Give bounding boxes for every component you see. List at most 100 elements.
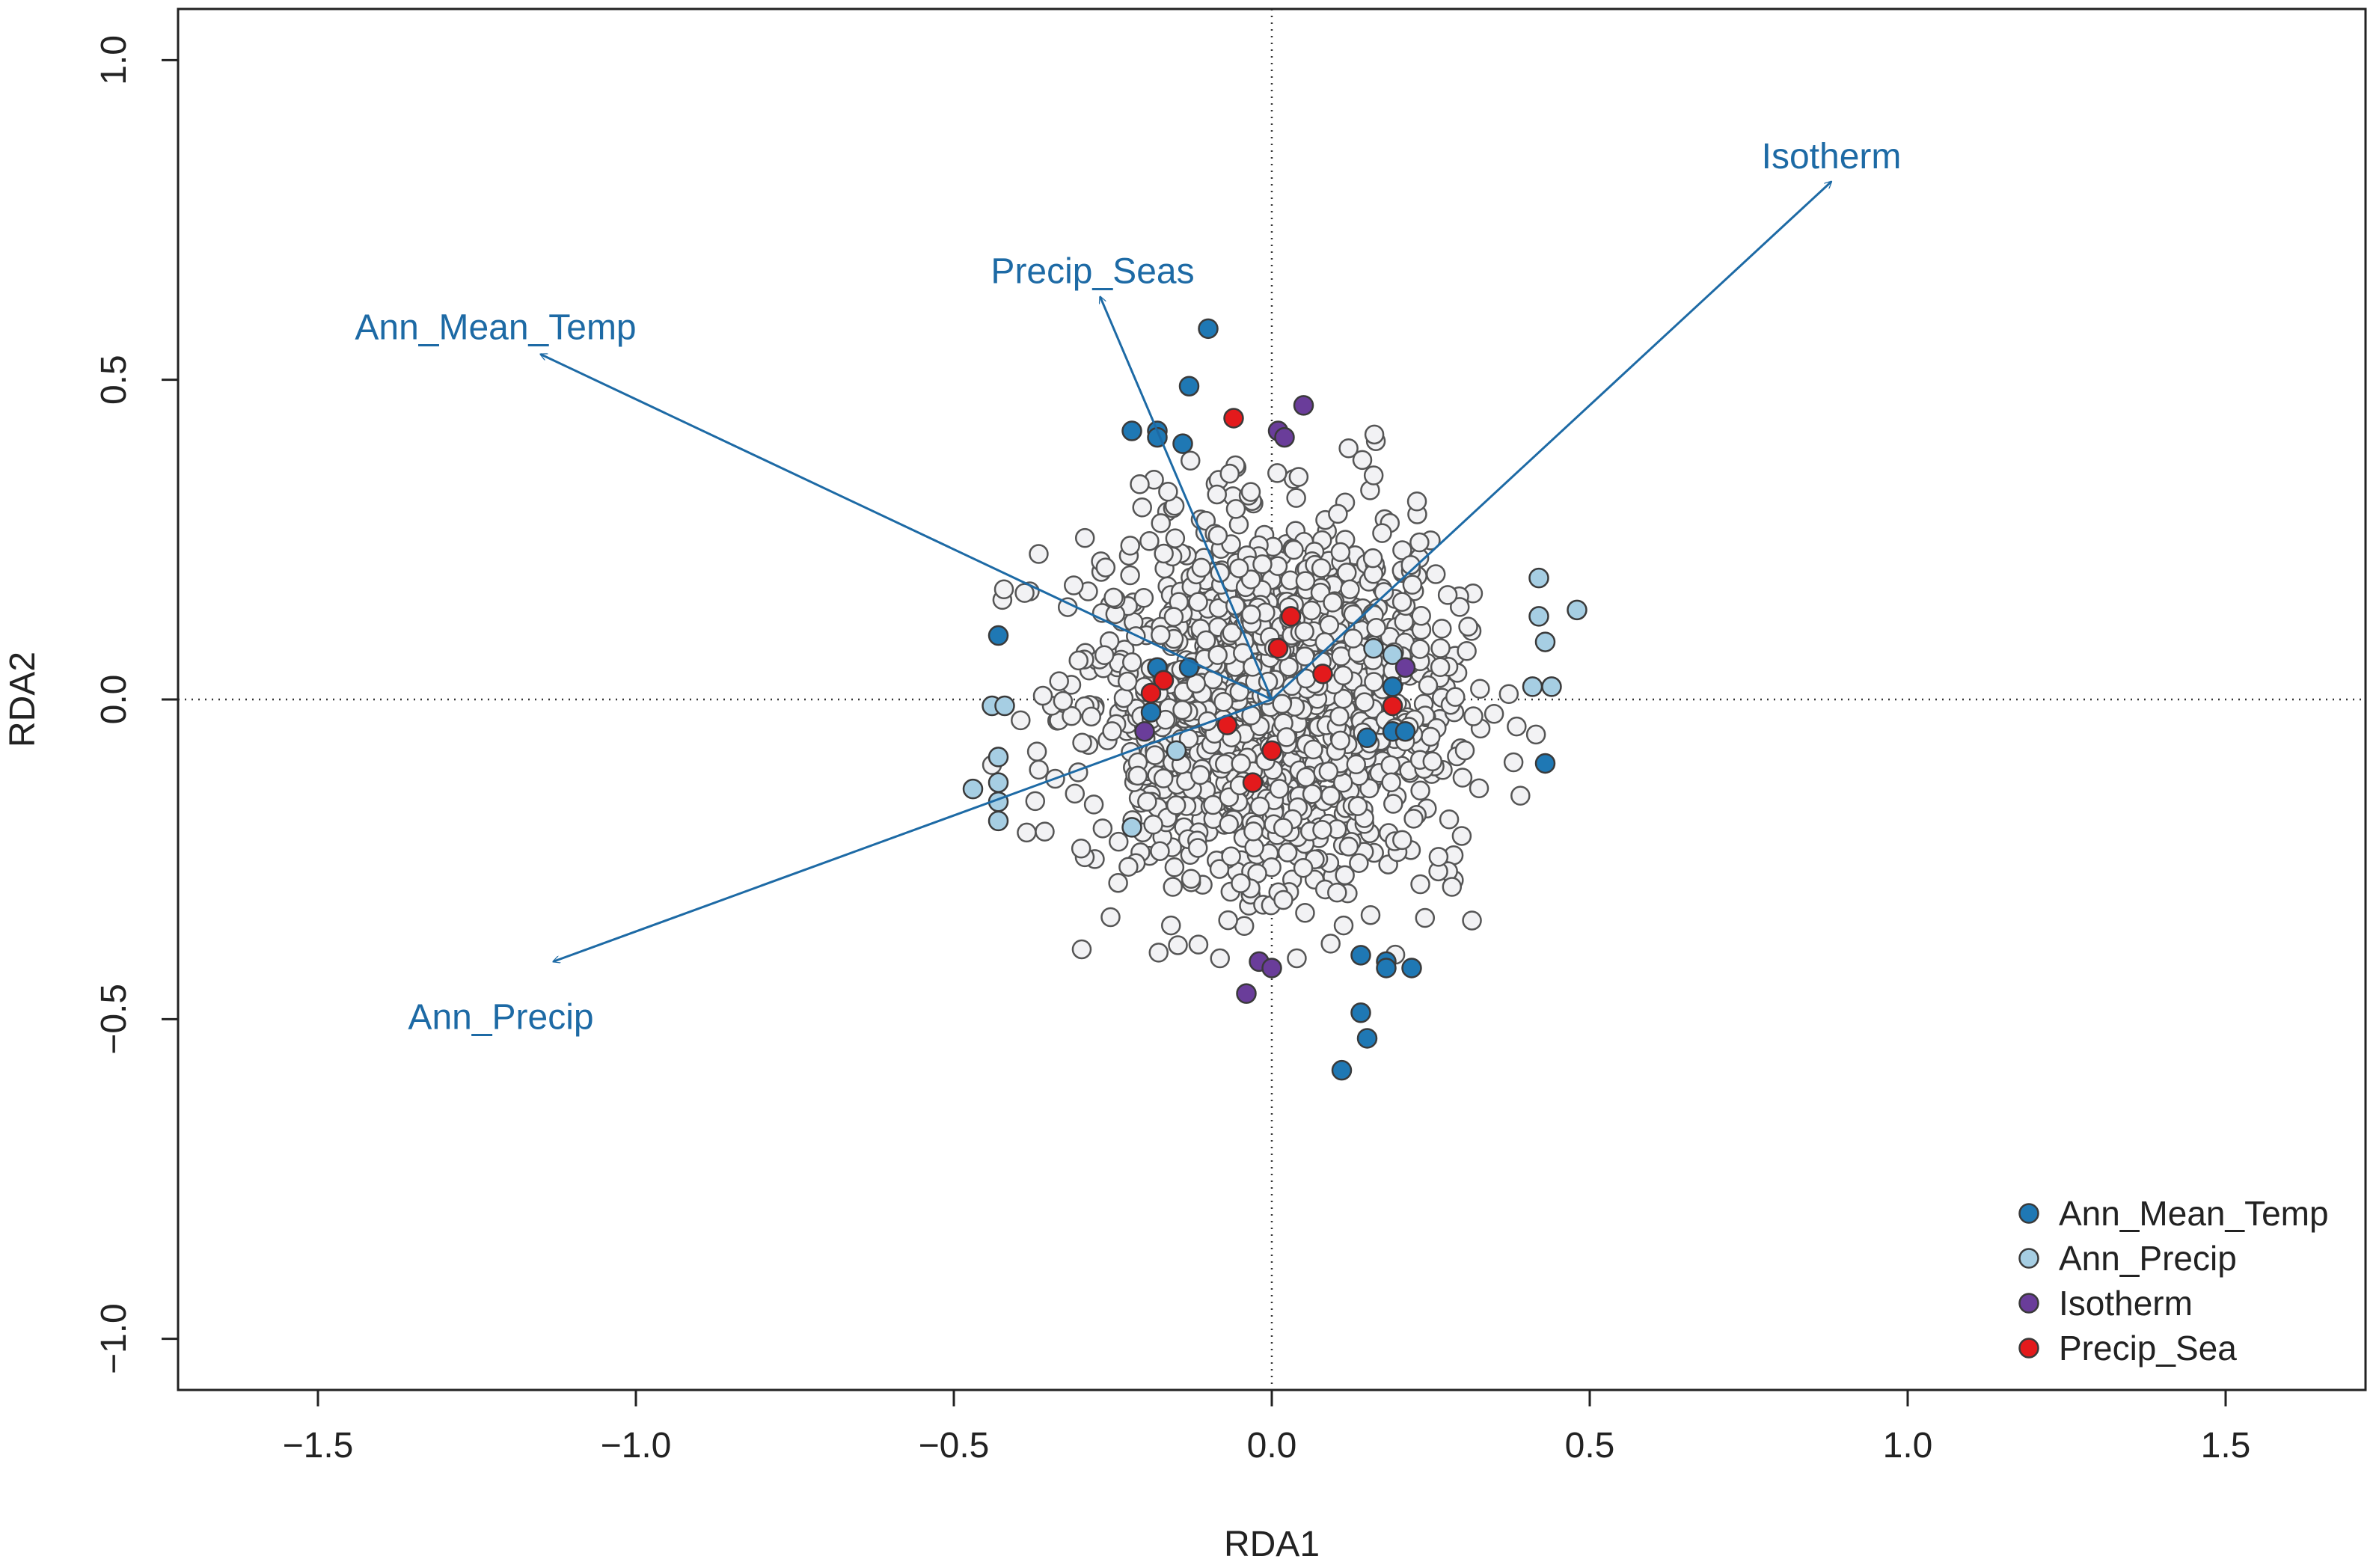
background-point: [1139, 530, 1160, 551]
background-point: [1327, 882, 1347, 903]
background-point: [1442, 877, 1463, 897]
background-point: [1269, 779, 1290, 799]
background-point: [1340, 579, 1360, 600]
background-point: [1458, 616, 1478, 637]
background-point: [1311, 558, 1332, 578]
background-point: [1241, 604, 1261, 625]
data-point: [1267, 637, 1289, 659]
background-point: [1470, 679, 1490, 699]
background-point: [1421, 726, 1441, 747]
background-point: [1333, 665, 1353, 686]
background-point: [1203, 794, 1223, 815]
data-point: [1567, 599, 1587, 621]
legend-label: Isotherm: [2059, 1284, 2193, 1323]
background-point: [1221, 846, 1241, 866]
legend-label: Ann_Mean_Temp: [2059, 1194, 2329, 1233]
data-point: [1394, 720, 1416, 742]
background-point: [1319, 615, 1340, 635]
background-point: [1301, 600, 1322, 621]
background-point: [1095, 557, 1116, 578]
background-point: [1409, 532, 1430, 553]
background-point: [1195, 630, 1216, 651]
background-point: [1133, 587, 1154, 608]
background-point: [1163, 877, 1183, 897]
background-point: [1330, 730, 1350, 751]
data-point: [1172, 433, 1193, 454]
background-point: [1288, 467, 1309, 487]
background-point: [1150, 841, 1170, 861]
background-point: [1154, 543, 1174, 564]
vector-arrow: [541, 353, 1273, 701]
x-tick-label: 0.0: [1247, 1426, 1297, 1466]
background-point: [1218, 910, 1238, 931]
legend-marker: [2018, 1248, 2039, 1269]
x-tick-label: −1.0: [601, 1426, 672, 1466]
background-point: [1410, 780, 1430, 801]
vectors: Isotherm Precip_Seas Ann_Mean_Temp Ann_Prec…: [355, 137, 1901, 1038]
background-point: [1402, 575, 1423, 595]
background-point: [1296, 767, 1316, 788]
background-point: [1273, 889, 1293, 910]
background-point: [1360, 904, 1381, 925]
background-point: [1406, 491, 1427, 512]
data-point: [1382, 695, 1403, 717]
data-point: [1356, 1028, 1378, 1049]
x-tick-label: −1.5: [283, 1426, 354, 1466]
data-point: [1223, 408, 1244, 429]
background-point: [1457, 641, 1477, 661]
background-point: [1338, 438, 1359, 459]
background-point: [1400, 554, 1421, 575]
background-point: [1343, 628, 1363, 649]
vector-label: Ann_Precip: [408, 997, 593, 1037]
background-point: [1049, 671, 1069, 691]
data-point: [1293, 395, 1314, 416]
data-point: [1153, 670, 1175, 691]
background-point: [1347, 796, 1368, 816]
data-point: [1522, 676, 1543, 697]
data-point: [1121, 420, 1142, 441]
background-point: [1510, 785, 1531, 806]
background-point: [1462, 910, 1482, 931]
background-point: [1403, 809, 1424, 829]
data-point: [1528, 606, 1549, 627]
background-point: [1503, 752, 1524, 773]
legend-label: Precip_Sea: [2059, 1329, 2237, 1368]
data-point: [1350, 945, 1371, 966]
data-point: [1121, 817, 1142, 838]
background-point: [1362, 548, 1383, 569]
data-point: [1134, 720, 1155, 742]
background-point: [1068, 650, 1089, 671]
background-point: [1381, 772, 1401, 793]
data-point: [1534, 631, 1556, 652]
background-point: [1181, 450, 1201, 471]
background-point: [1172, 699, 1192, 720]
background-point: [1143, 814, 1163, 835]
background-point: [1331, 646, 1351, 667]
background-point: [1225, 499, 1246, 519]
background-point: [1100, 907, 1121, 928]
vector-label: Ann_Mean_Temp: [355, 308, 636, 348]
background-point: [1118, 857, 1139, 877]
background-point: [1092, 818, 1113, 839]
background-point: [1181, 869, 1201, 889]
background-point: [1392, 830, 1412, 851]
background-point: [1463, 706, 1484, 726]
background-point: [1130, 474, 1150, 494]
data-point: [1166, 740, 1187, 762]
background-point: [1287, 948, 1307, 969]
y-tick-label: 0.0: [94, 675, 134, 725]
data-point: [1331, 1059, 1353, 1081]
background-point: [1303, 739, 1323, 760]
background-point: [1422, 751, 1443, 772]
background-point: [1418, 675, 1439, 696]
background-point: [993, 579, 1014, 600]
background-point: [1328, 503, 1348, 524]
background-point: [1507, 716, 1527, 737]
data-point: [1376, 958, 1397, 979]
background-point: [1120, 565, 1140, 586]
legend: Ann_Mean_Temp Ann_Precip Isotherm Precip_Se…: [2018, 1194, 2329, 1368]
legend-marker: [2018, 1203, 2039, 1224]
background-point: [1219, 814, 1239, 834]
background-point: [1392, 540, 1412, 560]
y-tick-label: −0.5: [94, 984, 134, 1055]
